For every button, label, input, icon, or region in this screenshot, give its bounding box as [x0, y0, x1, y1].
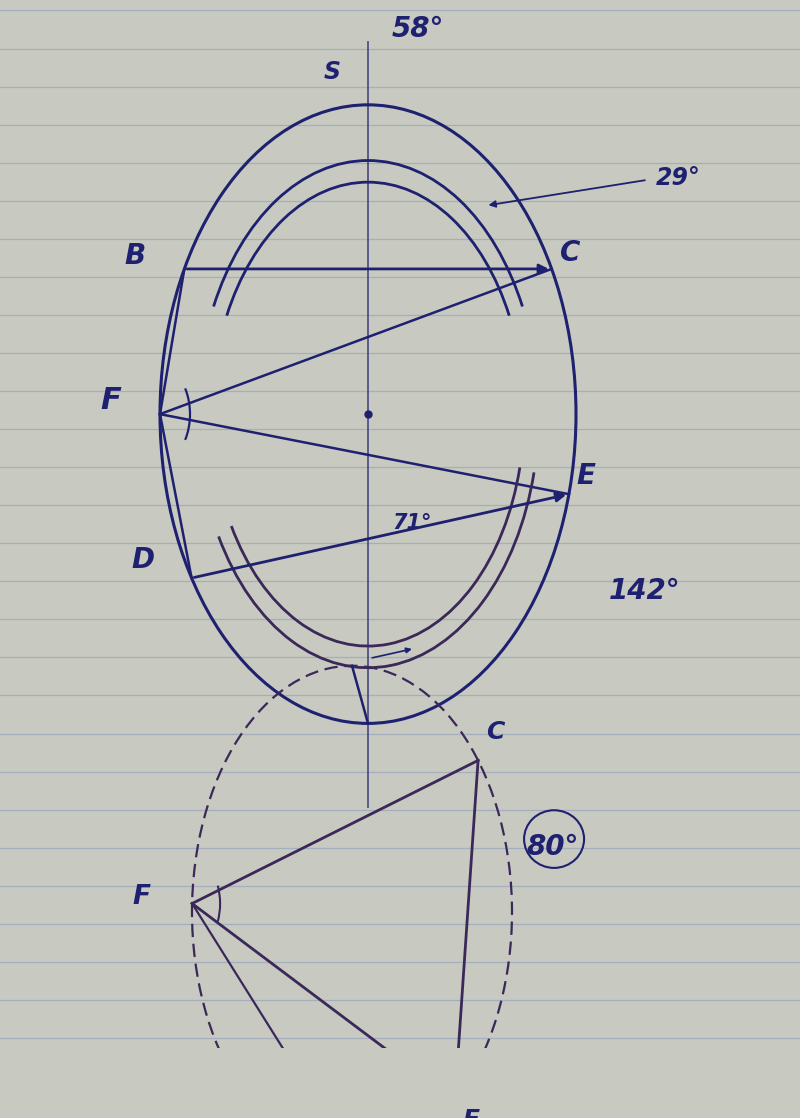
Text: 58°: 58° [392, 15, 444, 42]
Text: 71°: 71° [392, 513, 431, 533]
Text: S: S [324, 59, 341, 84]
Text: D: D [132, 546, 154, 574]
Text: C: C [560, 238, 580, 266]
Text: B: B [124, 241, 146, 269]
Text: F: F [100, 386, 121, 415]
Text: C: C [486, 720, 505, 745]
Text: 80°: 80° [526, 833, 578, 861]
Text: E: E [577, 462, 596, 490]
Text: 29°: 29° [656, 167, 701, 190]
Text: 142°: 142° [609, 577, 681, 605]
Text: F: F [132, 883, 150, 910]
Text: E: E [463, 1108, 480, 1118]
